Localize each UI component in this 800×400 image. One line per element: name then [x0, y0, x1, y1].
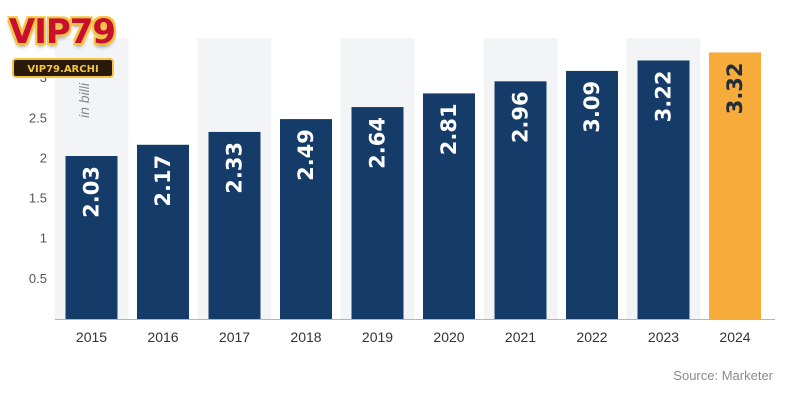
y-tick-label: 2.5 — [29, 110, 47, 125]
bar-value-label: 3.32 — [723, 62, 747, 114]
bar-highlight — [709, 52, 761, 320]
x-tick-label: 2023 — [648, 329, 679, 345]
bar — [351, 107, 404, 319]
x-tick-label: 2019 — [362, 329, 393, 345]
bar-value-label: 2.64 — [366, 117, 390, 169]
bar-value-label: 2.33 — [223, 142, 247, 194]
y-tick-label: 1 — [40, 231, 47, 246]
x-tick-label: 2018 — [290, 329, 321, 345]
bar — [280, 119, 332, 320]
bar-value-label: 2.03 — [80, 166, 104, 218]
x-axis: 2015 2016 2017 2018 2019 2020 2021 2022 2023 2024 — [76, 329, 751, 345]
x-tick-label: 2024 — [719, 329, 750, 345]
bar — [637, 60, 690, 319]
y-tick-label: 0.5 — [29, 271, 47, 286]
bar — [208, 131, 261, 319]
logo-main-text: VIP79 — [8, 12, 116, 52]
bar-value-label: 3.22 — [652, 70, 676, 122]
x-tick-label: 2020 — [433, 329, 464, 345]
bar-value-label: 2.49 — [294, 129, 318, 181]
y-axis: 0.511.522.53 — [29, 70, 47, 286]
bar-value-label: 3.09 — [580, 81, 604, 133]
x-tick-label: 2022 — [576, 329, 607, 345]
bar-value-label: 2.81 — [437, 103, 461, 155]
bar — [65, 156, 118, 319]
source-label: Source: Marketer — [673, 368, 773, 383]
bar-value-label: 2.96 — [509, 91, 533, 143]
y-tick-label: 2 — [40, 150, 47, 165]
bar — [423, 93, 475, 319]
logo-sub-text: VIP79.ARCHI — [12, 58, 114, 78]
bars: 2.03 2.17 2.33 2.49 2.64 2.81 2.96 3.09 3.22 3.32 — [65, 52, 761, 320]
bar-value-label: 2.17 — [151, 155, 175, 207]
bar — [566, 70, 618, 319]
x-tick-label: 2021 — [505, 329, 536, 345]
y-axis-unit-label: in billi — [76, 82, 92, 118]
bar — [137, 144, 189, 319]
bar — [494, 81, 547, 320]
x-tick-label: 2016 — [147, 329, 178, 345]
y-tick-label: 1.5 — [29, 191, 47, 206]
x-tick-label: 2015 — [76, 329, 107, 345]
x-tick-label: 2017 — [219, 329, 250, 345]
vip79-logo: VIP79 VIP79.ARCHI — [6, 6, 118, 86]
